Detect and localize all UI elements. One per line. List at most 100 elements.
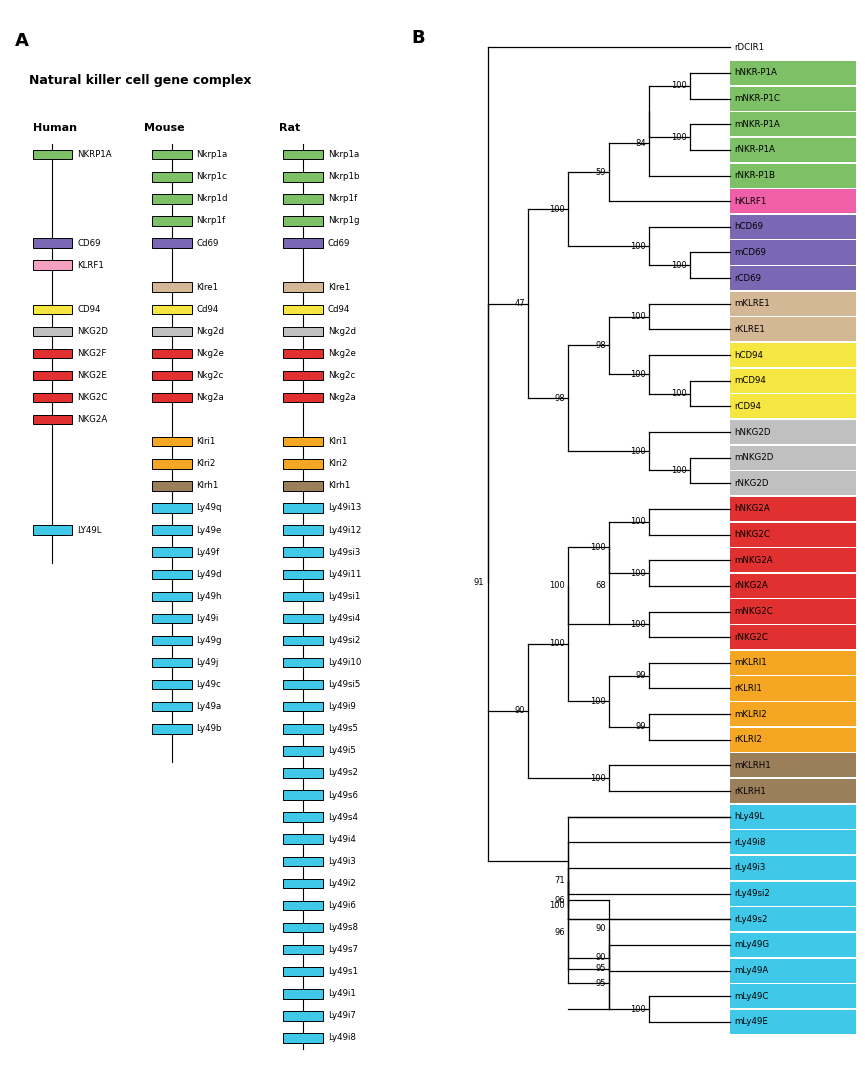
- Text: 100: 100: [671, 389, 687, 398]
- Text: 100: 100: [549, 205, 566, 214]
- FancyBboxPatch shape: [729, 241, 856, 264]
- FancyBboxPatch shape: [283, 901, 323, 911]
- FancyBboxPatch shape: [729, 318, 856, 341]
- FancyBboxPatch shape: [729, 676, 856, 700]
- Text: Klrh1: Klrh1: [328, 481, 350, 490]
- FancyBboxPatch shape: [283, 392, 323, 402]
- FancyBboxPatch shape: [283, 635, 323, 645]
- Text: Ly49i2: Ly49i2: [328, 879, 356, 888]
- Text: Rat: Rat: [279, 122, 300, 132]
- Text: 100: 100: [549, 901, 566, 911]
- Text: mNKG2C: mNKG2C: [734, 607, 772, 616]
- Text: 90: 90: [595, 925, 606, 933]
- Text: NKG2E: NKG2E: [77, 371, 107, 380]
- FancyBboxPatch shape: [729, 113, 856, 137]
- Text: mKLRI1: mKLRI1: [734, 658, 766, 668]
- Text: 99: 99: [636, 722, 646, 732]
- Text: mCD69: mCD69: [734, 248, 766, 257]
- Text: 71: 71: [554, 876, 566, 886]
- FancyBboxPatch shape: [283, 503, 323, 513]
- Text: Ly49s2: Ly49s2: [328, 769, 358, 777]
- Text: Klri1: Klri1: [196, 437, 216, 447]
- FancyBboxPatch shape: [152, 283, 192, 292]
- FancyBboxPatch shape: [729, 830, 856, 854]
- FancyBboxPatch shape: [33, 349, 73, 358]
- Text: 100: 100: [631, 517, 646, 526]
- Text: 100: 100: [631, 569, 646, 578]
- Text: 68: 68: [595, 581, 606, 591]
- Text: 100: 100: [549, 581, 566, 591]
- Text: 59: 59: [595, 168, 606, 177]
- Text: hLy49L: hLy49L: [734, 812, 765, 822]
- FancyBboxPatch shape: [283, 526, 323, 534]
- Text: rDCIR1: rDCIR1: [734, 43, 764, 52]
- Text: Klre1: Klre1: [196, 283, 219, 292]
- Text: Ly49a: Ly49a: [196, 702, 221, 711]
- FancyBboxPatch shape: [729, 496, 856, 521]
- FancyBboxPatch shape: [729, 522, 856, 546]
- Text: Ly49si1: Ly49si1: [328, 592, 360, 601]
- Text: Cd94: Cd94: [196, 305, 219, 313]
- FancyBboxPatch shape: [729, 727, 856, 752]
- FancyBboxPatch shape: [729, 266, 856, 291]
- FancyBboxPatch shape: [283, 216, 323, 225]
- Text: Klri2: Klri2: [328, 460, 347, 468]
- FancyBboxPatch shape: [152, 569, 192, 579]
- FancyBboxPatch shape: [729, 292, 856, 315]
- FancyBboxPatch shape: [283, 945, 323, 954]
- Text: Ly49q: Ly49q: [196, 503, 222, 513]
- FancyBboxPatch shape: [283, 856, 323, 866]
- FancyBboxPatch shape: [33, 326, 73, 336]
- FancyBboxPatch shape: [152, 614, 192, 623]
- Text: Nkrp1a: Nkrp1a: [328, 151, 359, 159]
- FancyBboxPatch shape: [283, 460, 323, 468]
- FancyBboxPatch shape: [283, 569, 323, 579]
- FancyBboxPatch shape: [152, 305, 192, 314]
- FancyBboxPatch shape: [283, 769, 323, 777]
- FancyBboxPatch shape: [729, 420, 856, 444]
- FancyBboxPatch shape: [729, 215, 856, 238]
- Text: hKLRF1: hKLRF1: [734, 196, 766, 206]
- Text: hNKG2D: hNKG2D: [734, 427, 771, 437]
- Text: Ly49i9: Ly49i9: [328, 702, 356, 711]
- Text: 100: 100: [549, 640, 566, 648]
- Text: Ly49i1: Ly49i1: [328, 990, 356, 998]
- Text: Nkg2d: Nkg2d: [196, 327, 224, 336]
- Text: mLy49E: mLy49E: [734, 1018, 768, 1027]
- FancyBboxPatch shape: [283, 326, 323, 336]
- Text: 100: 100: [590, 543, 606, 552]
- Text: NKG2F: NKG2F: [77, 349, 106, 358]
- Text: Ly49si2: Ly49si2: [328, 636, 360, 645]
- Text: Nkrp1b: Nkrp1b: [328, 172, 359, 181]
- FancyBboxPatch shape: [283, 658, 323, 668]
- Text: rNKR-P1A: rNKR-P1A: [734, 145, 775, 154]
- FancyBboxPatch shape: [152, 724, 192, 734]
- Text: Cd94: Cd94: [328, 305, 350, 313]
- FancyBboxPatch shape: [152, 680, 192, 689]
- Text: rNKG2D: rNKG2D: [734, 479, 768, 488]
- FancyBboxPatch shape: [729, 138, 856, 162]
- FancyBboxPatch shape: [729, 779, 856, 803]
- Text: Ly49i11: Ly49i11: [328, 570, 362, 579]
- Text: Human: Human: [33, 122, 76, 132]
- FancyBboxPatch shape: [729, 395, 856, 418]
- FancyBboxPatch shape: [729, 702, 856, 726]
- Text: 100: 100: [631, 447, 646, 455]
- Text: Ly49i7: Ly49i7: [328, 1011, 356, 1020]
- Text: Natural killer cell gene complex: Natural killer cell gene complex: [29, 74, 251, 87]
- FancyBboxPatch shape: [283, 724, 323, 734]
- Text: Ly49i10: Ly49i10: [328, 658, 362, 667]
- Text: Nkrp1a: Nkrp1a: [196, 151, 227, 159]
- Text: 90: 90: [595, 953, 606, 963]
- FancyBboxPatch shape: [152, 349, 192, 358]
- Text: Ly49i4: Ly49i4: [328, 835, 356, 843]
- Text: rNKG2A: rNKG2A: [734, 581, 768, 591]
- Text: rLy49si2: rLy49si2: [734, 889, 770, 899]
- FancyBboxPatch shape: [152, 481, 192, 491]
- FancyBboxPatch shape: [283, 680, 323, 689]
- FancyBboxPatch shape: [729, 599, 856, 623]
- Text: hCD94: hCD94: [734, 350, 763, 360]
- Text: Nkrp1c: Nkrp1c: [196, 172, 227, 181]
- Text: Klre1: Klre1: [328, 283, 349, 292]
- Text: mNKR-P1C: mNKR-P1C: [734, 94, 780, 103]
